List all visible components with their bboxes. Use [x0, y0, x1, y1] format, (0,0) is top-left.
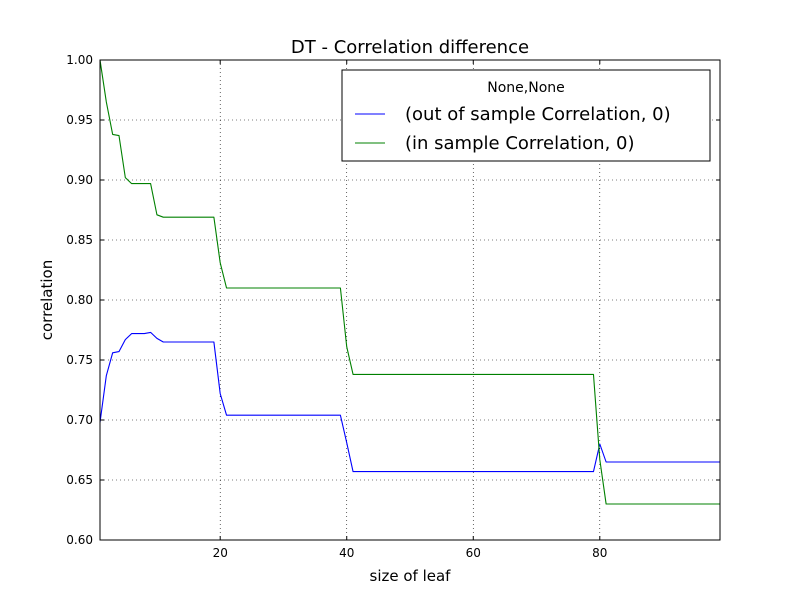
y-tick-label: 0.90: [66, 173, 93, 187]
legend-label-out-of-sample: (out of sample Correlation, 0): [405, 104, 671, 125]
y-tick-label: 0.75: [66, 353, 93, 367]
y-tick-label: 1.00: [66, 53, 93, 67]
legend-title: None,None: [487, 80, 565, 96]
legend: None,None (out of sample Correlation, 0)…: [341, 69, 711, 162]
y-tick-label: 0.95: [66, 113, 93, 127]
y-tick-label: 0.60: [66, 533, 93, 547]
y-tick-label: 0.85: [66, 233, 93, 247]
legend-label-in-sample: (in sample Correlation, 0): [405, 133, 635, 154]
y-tick-label: 0.80: [66, 293, 93, 307]
x-tick-label: 80: [592, 546, 607, 560]
y-tick-label: 0.70: [66, 413, 93, 427]
y-axis-label: correlation: [38, 260, 56, 341]
x-tick-label: 20: [213, 546, 228, 560]
x-tick-label: 60: [466, 546, 481, 560]
series-layer: [99, 59, 720, 505]
series-line-out-of-sample: [99, 331, 720, 473]
y-tick-label: 0.65: [66, 473, 93, 487]
x-axis-label: size of leaf: [370, 567, 452, 585]
chart-title: DT - Correlation difference: [291, 37, 529, 58]
series-line-in-sample: [99, 59, 720, 505]
x-tick-label: 40: [339, 546, 354, 560]
ticks: 0.60 0.65 0.70 0.75 0.80 0.85 0.90 0.95 1.00 20 40…: [66, 53, 720, 560]
legend-frame: [341, 69, 711, 162]
